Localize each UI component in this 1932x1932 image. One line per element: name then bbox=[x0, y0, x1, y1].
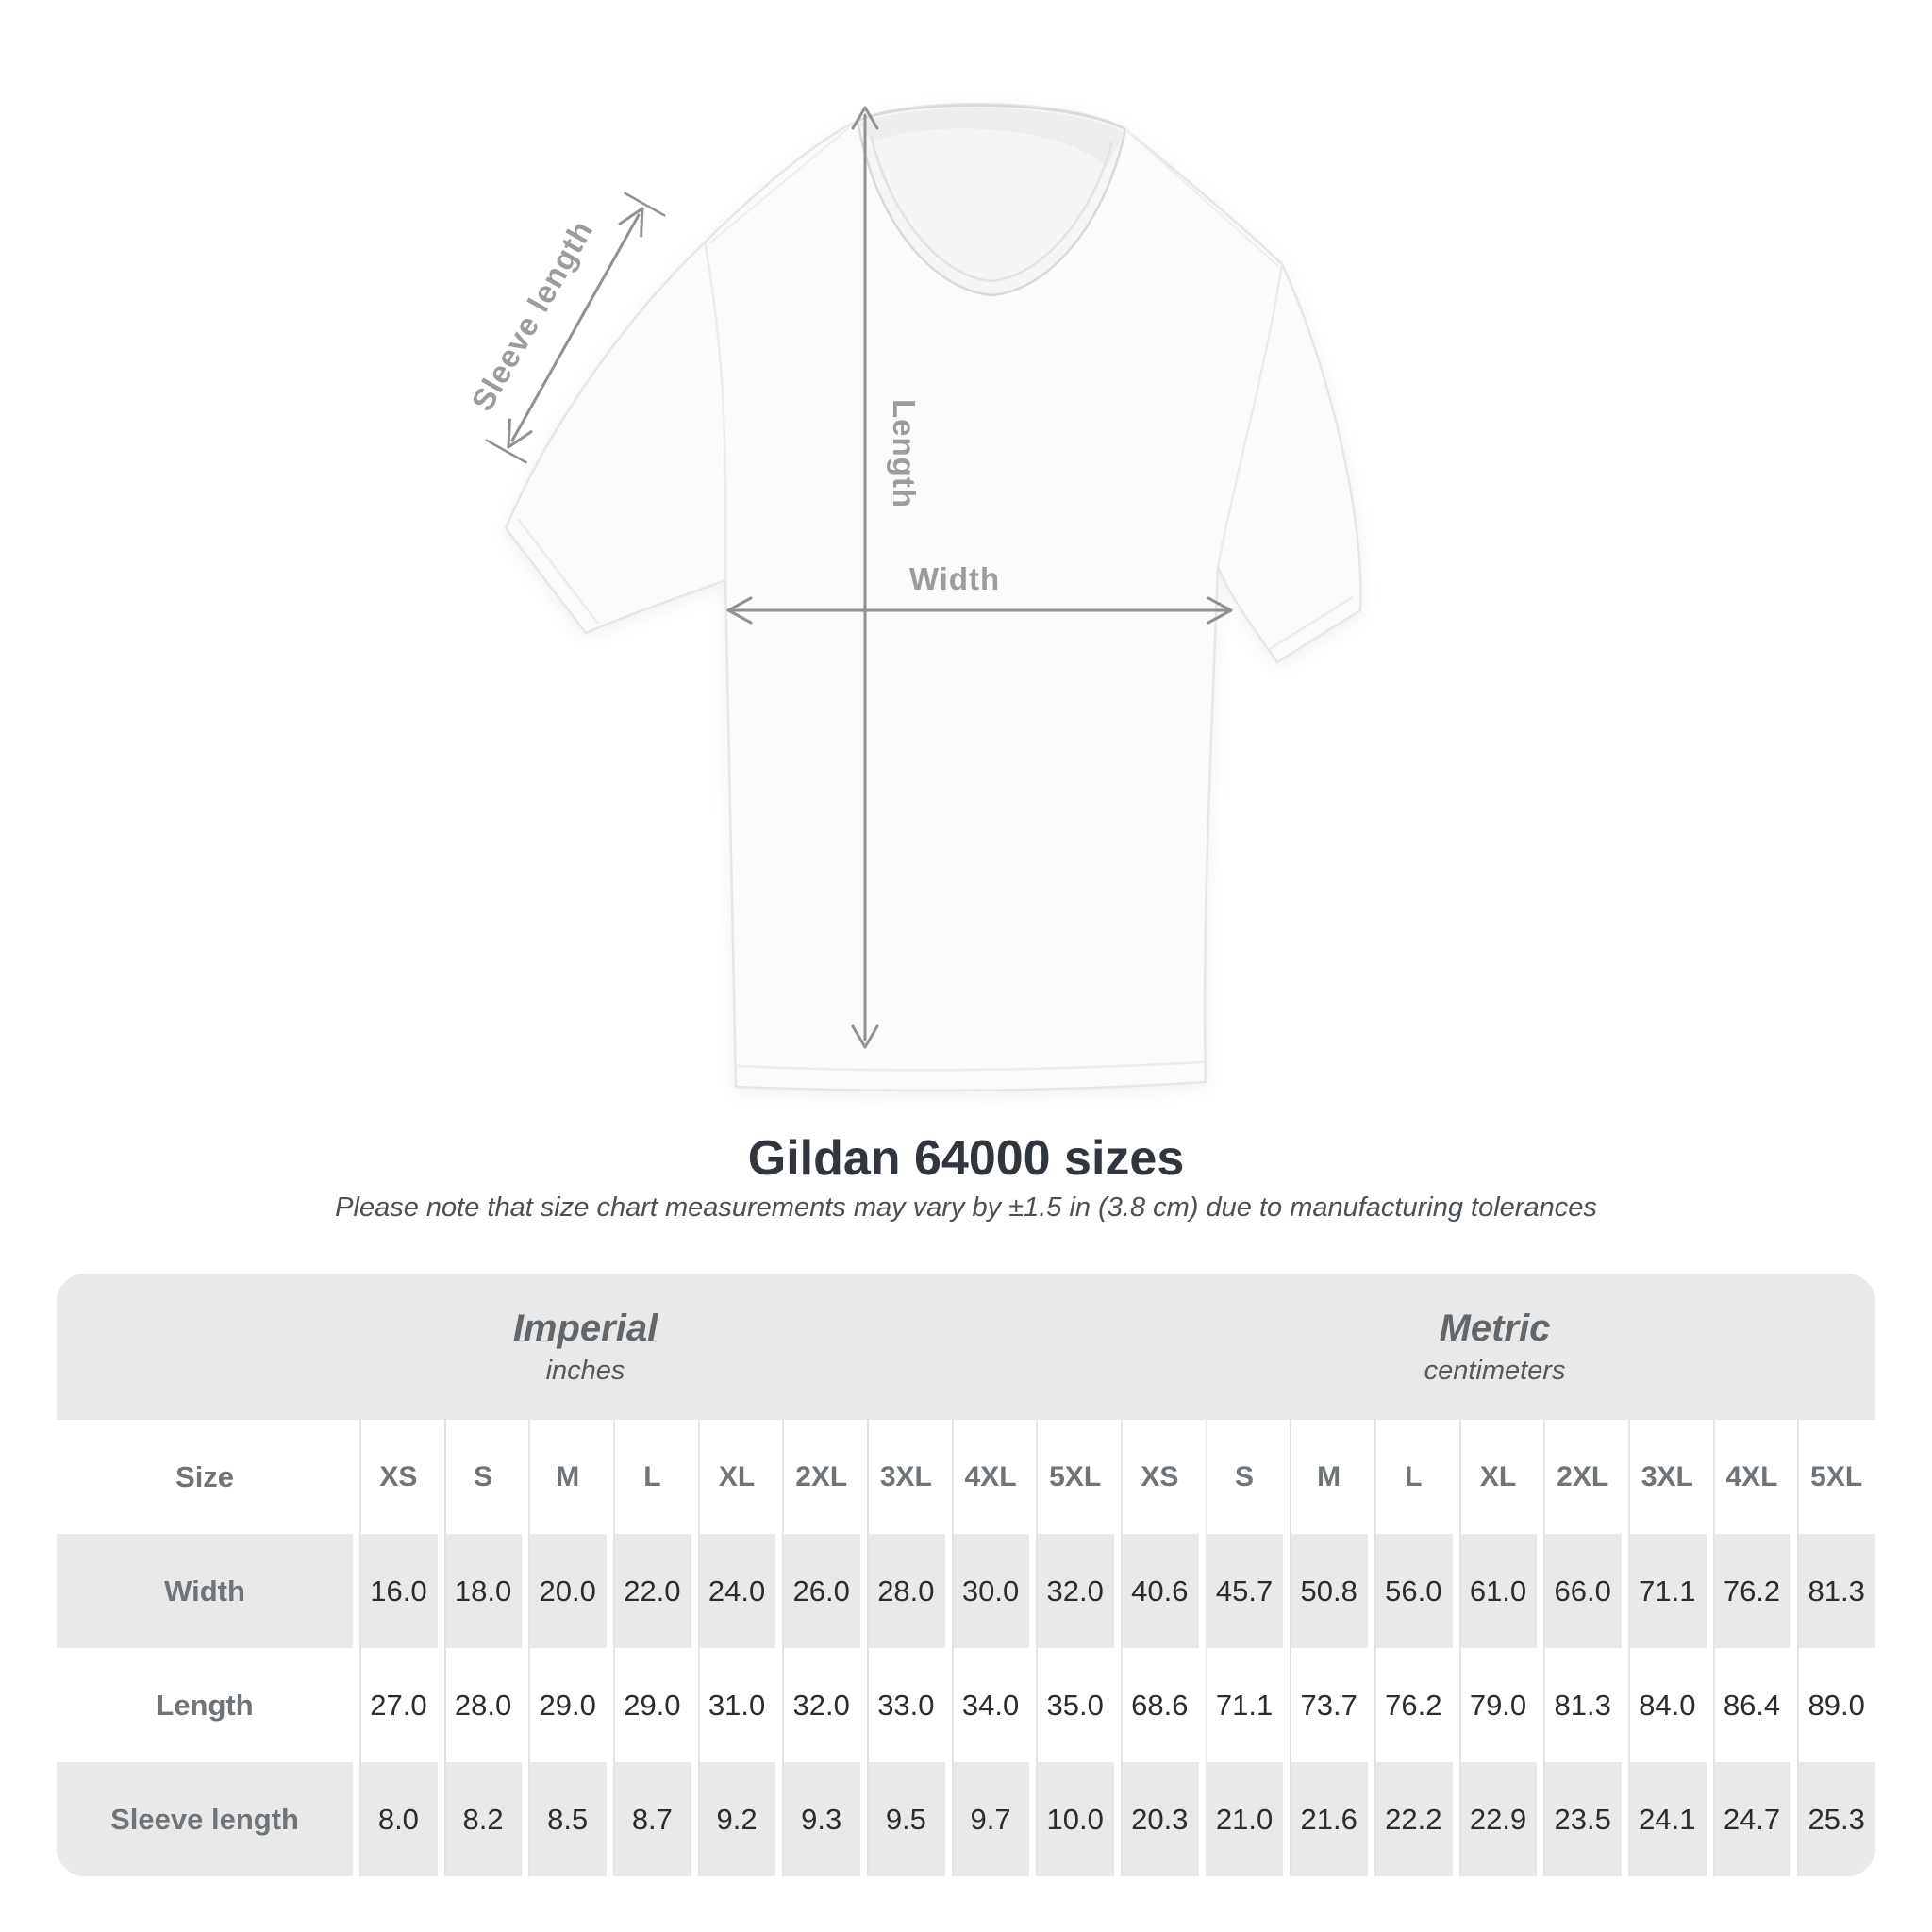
size-col-header: 4XL bbox=[1706, 1420, 1791, 1534]
size-col-header: M bbox=[522, 1420, 608, 1534]
table-cell: 79.0 bbox=[1452, 1648, 1538, 1762]
size-col-header: S bbox=[1198, 1420, 1284, 1534]
table-cell: 71.1 bbox=[1622, 1534, 1707, 1648]
table-cell: 24.0 bbox=[691, 1534, 776, 1648]
table-cell: 50.8 bbox=[1283, 1534, 1369, 1648]
table-cell: 10.0 bbox=[1029, 1762, 1115, 1876]
unit-header-imperial: Imperial inches bbox=[57, 1274, 1115, 1420]
metric-label: Metric bbox=[1439, 1307, 1551, 1349]
size-row-label: Size bbox=[57, 1420, 354, 1534]
size-col-header: 3XL bbox=[860, 1420, 945, 1534]
table-cell: 21.6 bbox=[1283, 1762, 1369, 1876]
tshirt-diagram: Sleeve length Length Width bbox=[464, 102, 1362, 1092]
table-cell: 22.0 bbox=[607, 1534, 691, 1648]
sleeve-length-arrow bbox=[485, 192, 666, 464]
size-col-header: L bbox=[607, 1420, 691, 1534]
table-cell: 30.0 bbox=[944, 1534, 1030, 1648]
table-cell: 8.0 bbox=[353, 1762, 438, 1876]
table-cell: 71.1 bbox=[1198, 1648, 1284, 1762]
size-col-header: 2XL bbox=[775, 1420, 861, 1534]
table-cell: 22.2 bbox=[1368, 1762, 1453, 1876]
table-cell: 25.3 bbox=[1790, 1762, 1875, 1876]
table-cell: 86.4 bbox=[1706, 1648, 1791, 1762]
table-cell: 9.3 bbox=[775, 1762, 861, 1876]
table-cell: 32.0 bbox=[775, 1648, 861, 1762]
table-cell: 29.0 bbox=[607, 1648, 691, 1762]
table-cell: 29.0 bbox=[522, 1648, 608, 1762]
table-cell: 8.5 bbox=[522, 1762, 608, 1876]
page-title: Gildan 64000 sizes bbox=[747, 1131, 1185, 1186]
size-col-header: L bbox=[1368, 1420, 1453, 1534]
table-cell: 32.0 bbox=[1029, 1534, 1115, 1648]
table-cell: 84.0 bbox=[1622, 1648, 1707, 1762]
size-col-header: 5XL bbox=[1790, 1420, 1875, 1534]
size-col-header: 3XL bbox=[1622, 1420, 1707, 1534]
tolerance-note: Please note that size chart measurements… bbox=[335, 1192, 1597, 1223]
imperial-label: Imperial bbox=[512, 1307, 658, 1349]
table-cell: 68.6 bbox=[1114, 1648, 1199, 1762]
table-cell: 20.3 bbox=[1114, 1762, 1199, 1876]
metric-sublabel: centimeters bbox=[1424, 1355, 1566, 1386]
table-cell: 45.7 bbox=[1198, 1534, 1284, 1648]
length-row: Length 27.0 28.0 29.0 29.0 31.0 32.0 33.… bbox=[57, 1648, 1875, 1762]
table-cell: 27.0 bbox=[353, 1648, 438, 1762]
sleeve-length-row: Sleeve length 8.0 8.2 8.5 8.7 9.2 9.3 9.… bbox=[57, 1762, 1875, 1876]
table-cell: 24.7 bbox=[1706, 1762, 1791, 1876]
size-col-header: XL bbox=[1452, 1420, 1538, 1534]
size-col-header: 4XL bbox=[944, 1420, 1030, 1534]
imperial-sublabel: inches bbox=[545, 1355, 625, 1386]
size-col-header: XS bbox=[1114, 1420, 1199, 1534]
width-label: Width bbox=[909, 561, 1000, 596]
table-cell: 28.0 bbox=[860, 1534, 945, 1648]
table-cell: 81.3 bbox=[1537, 1648, 1622, 1762]
table-cell: 16.0 bbox=[353, 1534, 438, 1648]
table-cell: 23.5 bbox=[1537, 1762, 1622, 1876]
table-cell: 9.5 bbox=[860, 1762, 945, 1876]
table-cell: 34.0 bbox=[944, 1648, 1030, 1762]
row-label: Width bbox=[57, 1534, 354, 1648]
table-cell: 18.0 bbox=[437, 1534, 523, 1648]
table-cell: 33.0 bbox=[860, 1648, 945, 1762]
table-cell: 56.0 bbox=[1368, 1534, 1453, 1648]
size-col-header: XL bbox=[691, 1420, 776, 1534]
length-arrow bbox=[851, 106, 879, 1049]
unit-header-row: Imperial inches Metric centimeters bbox=[57, 1274, 1875, 1420]
table-cell: 89.0 bbox=[1790, 1648, 1875, 1762]
table-cell: 22.9 bbox=[1452, 1762, 1538, 1876]
width-arrow bbox=[726, 596, 1233, 625]
row-label: Length bbox=[57, 1648, 354, 1762]
table-cell: 8.2 bbox=[437, 1762, 523, 1876]
row-label: Sleeve length bbox=[57, 1762, 354, 1876]
table-cell: 35.0 bbox=[1029, 1648, 1115, 1762]
table-cell: 61.0 bbox=[1452, 1534, 1538, 1648]
tshirt-illustration bbox=[504, 102, 1362, 1092]
table-cell: 24.1 bbox=[1622, 1762, 1707, 1876]
size-col-header: 5XL bbox=[1029, 1420, 1115, 1534]
width-row: Width 16.0 18.0 20.0 22.0 24.0 26.0 28.0… bbox=[57, 1534, 1875, 1648]
table-cell: 76.2 bbox=[1368, 1648, 1453, 1762]
unit-header-metric: Metric centimeters bbox=[1114, 1274, 1875, 1420]
size-col-header: M bbox=[1283, 1420, 1369, 1534]
size-header-row: Size XS S M L XL 2XL 3XL 4XL 5XL XS S M … bbox=[57, 1420, 1875, 1534]
sleeve-length-label: Sleeve length bbox=[464, 214, 599, 417]
length-label: Length bbox=[887, 399, 922, 508]
table-cell: 81.3 bbox=[1790, 1534, 1875, 1648]
table-cell: 21.0 bbox=[1198, 1762, 1284, 1876]
table-cell: 28.0 bbox=[437, 1648, 523, 1762]
table-cell: 26.0 bbox=[775, 1534, 861, 1648]
size-col-header: S bbox=[437, 1420, 523, 1534]
table-cell: 76.2 bbox=[1706, 1534, 1791, 1648]
size-col-header: 2XL bbox=[1537, 1420, 1622, 1534]
table-cell: 66.0 bbox=[1537, 1534, 1622, 1648]
table-cell: 8.7 bbox=[607, 1762, 691, 1876]
table-cell: 20.0 bbox=[522, 1534, 608, 1648]
table-cell: 9.2 bbox=[691, 1762, 776, 1876]
table-cell: 31.0 bbox=[691, 1648, 776, 1762]
size-col-header: XS bbox=[353, 1420, 438, 1534]
size-table: Imperial inches Metric centimeters Size … bbox=[57, 1274, 1875, 1876]
table-cell: 40.6 bbox=[1114, 1534, 1199, 1648]
table-cell: 9.7 bbox=[944, 1762, 1030, 1876]
table-cell: 73.7 bbox=[1283, 1648, 1369, 1762]
